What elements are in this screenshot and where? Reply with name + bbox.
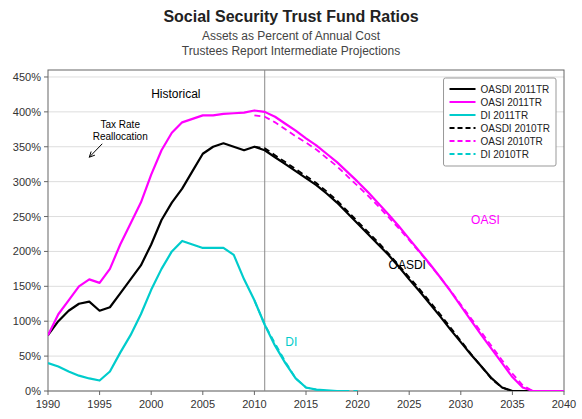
tick-mark <box>44 391 48 392</box>
tick-label: 450% <box>13 71 41 83</box>
tick-mark <box>44 111 48 112</box>
tick-mark <box>44 286 48 287</box>
tick-mark <box>99 391 100 395</box>
tick-mark <box>512 391 513 395</box>
tick-mark <box>44 356 48 357</box>
series-line <box>254 115 564 391</box>
subtitle: Trustees Report Intermediate Projections <box>182 44 400 58</box>
tick-label: 250% <box>13 211 41 223</box>
tick-mark <box>44 321 48 322</box>
plot-frame <box>48 70 564 391</box>
annotation: DI <box>285 335 297 349</box>
legend-swatch <box>450 127 476 129</box>
grid-line <box>48 76 564 77</box>
arrow-head <box>89 152 95 158</box>
tick-mark <box>48 391 49 395</box>
tick-label: 2035 <box>500 398 524 410</box>
annotation-line: OASI <box>471 213 500 227</box>
tick-label: 350% <box>13 141 41 153</box>
tick-label: 300% <box>13 176 41 188</box>
tick-label: 400% <box>13 106 41 118</box>
tick-mark <box>44 76 48 77</box>
legend-swatch <box>450 114 476 116</box>
tick-mark <box>306 391 307 395</box>
tick-label: 2010 <box>242 398 266 410</box>
legend-label: OASI 2011TR <box>481 97 543 108</box>
annotation-line: Tax Rate <box>101 119 141 130</box>
grid-line <box>48 321 564 322</box>
tick-mark <box>564 391 565 395</box>
plot-area <box>48 70 564 391</box>
legend-label: OASDI 2011TR <box>481 84 550 95</box>
legend-box <box>444 78 556 166</box>
series-line <box>254 300 357 391</box>
tick-mark <box>254 391 255 395</box>
tick-label: 1990 <box>36 398 60 410</box>
annotation: OASI <box>471 213 500 227</box>
title: Social Security Trust Fund Ratios <box>163 8 418 25</box>
legend-swatch <box>450 153 476 155</box>
tick-label: 50% <box>19 350 41 362</box>
series-line <box>48 110 564 391</box>
tick-mark <box>460 391 461 395</box>
annotations: Historical Tax RateReallocation OASDI OASI D… <box>89 87 500 349</box>
tick-mark <box>202 391 203 395</box>
legend-label: OASDI 2010TR <box>481 123 550 134</box>
grid-line <box>48 251 564 252</box>
tick-mark <box>44 216 48 217</box>
tick-label: 2030 <box>449 398 473 410</box>
tick-label: 2040 <box>552 398 576 410</box>
tick-label: 2000 <box>139 398 163 410</box>
grid-line <box>48 356 564 357</box>
tick-label: 200% <box>13 245 41 257</box>
tick-label: 0% <box>25 385 41 397</box>
tick-mark <box>409 391 410 395</box>
annotation: Tax RateReallocation <box>93 119 148 142</box>
tick-label: 150% <box>13 280 41 292</box>
annotation: Historical <box>151 87 200 101</box>
annotation: OASDI <box>389 258 426 272</box>
annotation-line: DI <box>285 335 297 349</box>
tick-label: 2015 <box>294 398 318 410</box>
annotation-line: OASDI <box>389 258 426 272</box>
chart: Social Security Trust Fund Ratios Assets … <box>0 0 582 419</box>
axes: 0% 50% 100% 150% 200% 250% 300% 350% 400% 450% 199… <box>13 71 576 410</box>
tick-label: 1995 <box>87 398 111 410</box>
tick-label: 2025 <box>397 398 421 410</box>
tick-mark <box>44 146 48 147</box>
reference-line <box>264 70 265 391</box>
annotation-arrow <box>89 144 102 157</box>
tick-label: 100% <box>13 315 41 327</box>
series-line <box>48 241 347 391</box>
legend-swatch <box>450 140 476 142</box>
tick-mark <box>44 181 48 182</box>
annotation-line: Historical <box>151 87 200 101</box>
legend-swatch <box>450 88 476 90</box>
legend-swatch <box>450 101 476 103</box>
series-line <box>48 143 564 391</box>
grid-line <box>48 181 564 182</box>
legend-label: DI 2010TR <box>481 149 529 160</box>
tick-label: 2005 <box>191 398 215 410</box>
tick-mark <box>357 391 358 395</box>
series-line <box>254 147 564 391</box>
annotation-line: Reallocation <box>93 131 148 142</box>
tick-mark <box>44 251 48 252</box>
legend: OASDI 2011TR OASI 2011TR DI 2011TR OASDI 20… <box>444 78 556 166</box>
tick-mark <box>151 391 152 395</box>
tick-label: 2020 <box>345 398 369 410</box>
subtitle: Assets as Percent of Annual Cost <box>202 29 381 43</box>
legend-label: OASI 2010TR <box>481 136 543 147</box>
legend-label: DI 2011TR <box>481 110 529 121</box>
